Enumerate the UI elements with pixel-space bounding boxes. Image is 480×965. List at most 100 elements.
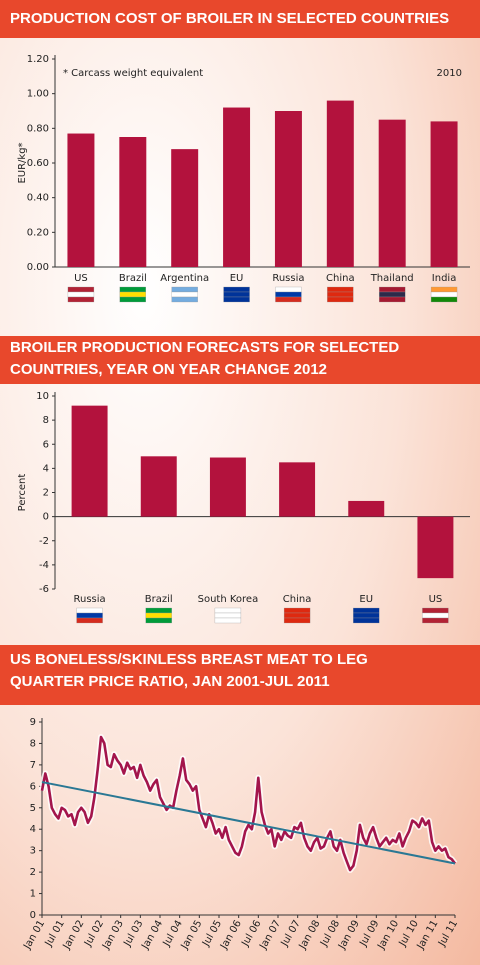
flag <box>430 291 458 298</box>
flag <box>283 612 311 619</box>
flag <box>353 607 380 614</box>
flag <box>76 612 103 619</box>
flag <box>119 296 146 303</box>
bar <box>430 121 458 268</box>
flag <box>145 607 172 614</box>
bar <box>417 516 454 579</box>
y-tick-label: 3 <box>30 846 36 857</box>
x-tick-label: EU <box>230 273 244 284</box>
y-tick-label: 4 <box>30 824 36 835</box>
title-banner <box>0 645 480 705</box>
flag <box>422 617 449 624</box>
y-tick-label: 1.20 <box>27 54 49 65</box>
x-tick-label: Argentina <box>160 273 209 284</box>
bar <box>67 133 95 267</box>
y-tick-label: -4 <box>39 560 49 571</box>
flag <box>353 617 380 624</box>
chart-title: PRODUCTION COST OF BROILER IN SELECTED C… <box>10 10 449 27</box>
x-tick-label: South Korea <box>198 594 259 605</box>
flag <box>275 291 302 298</box>
bar <box>209 457 246 517</box>
y-tick-label: 1.00 <box>27 89 49 100</box>
annotation: 2010 <box>437 68 462 79</box>
bar <box>171 149 199 267</box>
flag <box>353 612 380 619</box>
chart-title: US BONELESS/SKINLESS BREAST MEAT TO LEG <box>10 651 368 668</box>
y-tick-label: 6 <box>43 439 49 450</box>
flag <box>223 286 250 293</box>
y-tick-label: 0.40 <box>27 193 49 204</box>
y-tick-label: 2 <box>30 867 36 878</box>
flag <box>119 291 146 298</box>
y-tick-label: 2 <box>43 488 49 499</box>
x-tick-label: Brazil <box>119 273 147 284</box>
y-tick-label: 0.60 <box>27 158 49 169</box>
x-tick-label: China <box>283 594 312 605</box>
y-tick-label: 7 <box>30 760 36 771</box>
y-tick-label: 1 <box>30 889 36 900</box>
x-tick-label: Thailand <box>370 273 414 284</box>
flag <box>67 296 95 303</box>
flag <box>283 617 311 624</box>
x-tick-label: Russia <box>272 273 304 284</box>
flag <box>119 286 146 293</box>
flag <box>223 291 250 298</box>
flag <box>171 296 198 303</box>
flag <box>422 612 449 619</box>
flag <box>283 607 311 614</box>
bar <box>274 111 302 267</box>
bar <box>223 107 251 268</box>
flag <box>67 286 95 293</box>
flag <box>214 617 242 624</box>
bar <box>119 137 147 267</box>
flag <box>327 296 354 303</box>
flag <box>379 296 406 303</box>
flag <box>327 291 354 298</box>
flag <box>422 607 449 614</box>
y-tick-label: 0.00 <box>27 262 49 273</box>
bar <box>279 462 316 517</box>
flag <box>145 612 172 619</box>
flag <box>145 617 172 624</box>
bar <box>348 500 385 517</box>
flag <box>275 296 302 303</box>
y-axis-label: EUR/kg* <box>17 142 28 183</box>
y-tick-label: -6 <box>39 584 49 595</box>
flag <box>430 296 458 303</box>
flag <box>214 607 242 614</box>
bar <box>140 456 177 517</box>
chart-title: BROILER PRODUCTION FORECASTS FOR SELECTE… <box>10 339 399 356</box>
x-tick-label: Jan 01 <box>22 919 48 952</box>
title-banner <box>0 336 480 384</box>
x-tick-label: Russia <box>73 594 105 605</box>
annotation: * Carcass weight equivalent <box>63 68 203 79</box>
x-tick-label: Jul 11 <box>436 919 460 950</box>
flag <box>214 612 242 619</box>
chart-title: QUARTER PRICE RATIO, JAN 2001-JUL 2011 <box>10 673 330 690</box>
y-tick-label: 8 <box>43 415 49 426</box>
flag <box>379 286 406 293</box>
y-tick-label: 10 <box>36 391 49 402</box>
flag <box>379 291 406 298</box>
y-tick-label: 4 <box>43 463 49 474</box>
bar <box>378 119 406 268</box>
flag <box>67 291 95 298</box>
flag <box>76 617 103 624</box>
y-axis-label: Percent <box>17 474 28 512</box>
flag <box>275 286 302 293</box>
line <box>40 735 457 872</box>
y-tick-label: 0.20 <box>27 227 49 238</box>
flag <box>171 286 198 293</box>
y-tick-label: -2 <box>39 536 49 547</box>
y-tick-label: 5 <box>30 803 36 814</box>
flag <box>327 286 354 293</box>
x-tick-label: India <box>432 273 457 284</box>
x-tick-label: US <box>429 594 443 605</box>
y-tick-label: 0.80 <box>27 123 49 134</box>
chart-title: COUNTRIES, YEAR ON YEAR CHANGE 2012 <box>10 361 327 378</box>
line-halo <box>39 734 458 873</box>
y-tick-label: 0 <box>30 910 36 921</box>
flag <box>223 296 250 303</box>
title-banner <box>0 0 480 38</box>
